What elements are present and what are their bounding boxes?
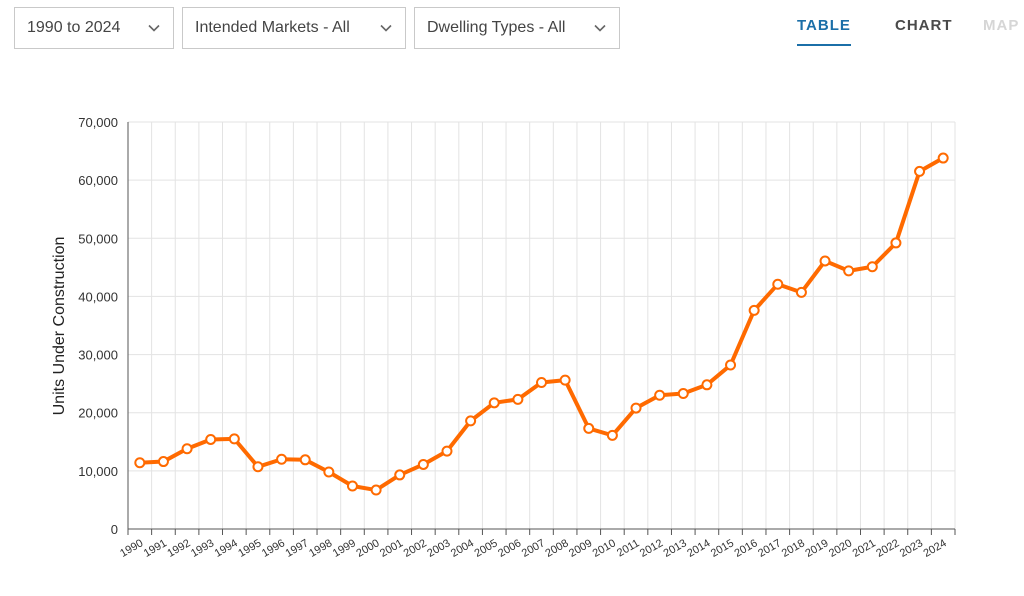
x-tick-label: 2010 — [591, 537, 618, 560]
data-point[interactable] — [370, 484, 382, 496]
x-tick-label: 2007 — [520, 537, 547, 560]
data-point[interactable] — [630, 402, 642, 414]
x-tick-label: 1996 — [260, 537, 287, 560]
chevron-down-icon — [148, 24, 160, 32]
x-tick-label: 2002 — [402, 537, 429, 560]
data-point[interactable] — [914, 165, 926, 177]
intended-markets-dropdown[interactable]: Intended Markets - All — [182, 7, 406, 49]
data-point[interactable] — [228, 433, 240, 445]
data-point[interactable] — [512, 393, 524, 405]
x-tick-label: 2024 — [921, 537, 948, 560]
chevron-down-icon — [380, 24, 392, 32]
data-point[interactable] — [795, 286, 807, 298]
y-tick-label: 50,000 — [78, 231, 118, 246]
x-tick-label: 1991 — [142, 537, 169, 560]
x-tick-label: 2023 — [898, 537, 925, 560]
data-point[interactable] — [748, 304, 760, 316]
data-point[interactable] — [205, 433, 217, 445]
x-tick-label: 2005 — [473, 537, 500, 560]
data-point[interactable] — [488, 397, 500, 409]
series-units-under-construction — [134, 152, 949, 496]
x-tick-label: 2013 — [662, 537, 689, 560]
x-tick-label: 2014 — [685, 537, 712, 560]
x-tick-label: 2001 — [378, 537, 405, 560]
x-axis-tick-labels: 1990199119921993199419951996199719981999… — [118, 537, 949, 560]
data-point[interactable] — [559, 374, 571, 386]
x-tick-label: 2018 — [780, 537, 807, 560]
x-tick-label: 2021 — [851, 537, 878, 560]
dwelling-types-dropdown[interactable]: Dwelling Types - All — [414, 7, 620, 49]
data-point[interactable] — [866, 261, 878, 273]
x-tick-label: 2009 — [567, 537, 594, 560]
line-chart: 0 10,000 20,000 30,000 40,000 50,000 60,000 70,… — [51, 115, 956, 560]
y-axis-title: Units Under Construction — [51, 237, 68, 416]
x-tick-label: 2003 — [425, 537, 452, 560]
data-point[interactable] — [181, 443, 193, 455]
x-tick-label: 1992 — [165, 537, 192, 560]
period-dropdown-label: 1990 to 2024 — [27, 19, 121, 36]
data-point[interactable] — [890, 237, 902, 249]
tab-table[interactable]: TABLE — [797, 17, 851, 46]
y-tick-label: 60,000 — [78, 173, 118, 188]
data-point[interactable] — [299, 454, 311, 466]
x-tick-label: 1990 — [118, 537, 145, 560]
y-tick-label: 30,000 — [78, 348, 118, 363]
data-point[interactable] — [323, 466, 335, 478]
data-point[interactable] — [276, 453, 288, 465]
x-tick-label: 1994 — [213, 537, 240, 560]
tab-map: MAP — [983, 17, 1020, 34]
x-tick-label: 1999 — [331, 537, 358, 560]
filter-toolbar: 1990 to 2024 Intended Markets - All Dwel… — [14, 7, 1024, 51]
x-tick-label: 2004 — [449, 537, 476, 560]
x-tick-label: 1995 — [236, 537, 263, 560]
data-point[interactable] — [701, 379, 713, 391]
y-tick-label: 70,000 — [78, 115, 118, 130]
data-point[interactable] — [654, 389, 666, 401]
x-tick-label: 2008 — [543, 537, 570, 560]
intended-markets-dropdown-label: Intended Markets - All — [195, 19, 350, 36]
data-point[interactable] — [725, 359, 737, 371]
y-tick-label: 10,000 — [78, 464, 118, 479]
data-point[interactable] — [772, 278, 784, 290]
data-point[interactable] — [417, 458, 429, 470]
x-tick-label: 2017 — [756, 537, 783, 560]
x-tick-label: 1998 — [307, 537, 334, 560]
chevron-down-icon — [594, 24, 606, 32]
x-tick-label: 2006 — [496, 537, 523, 560]
data-point[interactable] — [843, 265, 855, 277]
data-point[interactable] — [583, 422, 595, 434]
data-point[interactable] — [157, 456, 169, 468]
data-point[interactable] — [819, 255, 831, 267]
chart-axes — [127, 122, 956, 535]
y-tick-label: 40,000 — [78, 289, 118, 304]
y-axis-tick-labels: 0 10,000 20,000 30,000 40,000 50,000 60,000 70,… — [78, 115, 118, 537]
data-point[interactable] — [465, 415, 477, 427]
data-point[interactable] — [677, 388, 689, 400]
y-tick-label: 20,000 — [78, 406, 118, 421]
data-point[interactable] — [937, 152, 949, 164]
x-tick-label: 2015 — [709, 537, 736, 560]
data-point[interactable] — [441, 445, 453, 457]
x-tick-label: 2011 — [615, 537, 641, 559]
x-tick-label: 2020 — [827, 537, 854, 560]
x-tick-label: 2000 — [354, 537, 381, 560]
x-tick-label: 2019 — [803, 537, 830, 560]
data-point[interactable] — [346, 480, 358, 492]
data-point[interactable] — [606, 429, 618, 441]
tab-chart[interactable]: CHART — [895, 17, 953, 34]
x-tick-label: 2022 — [874, 537, 901, 560]
x-tick-label: 1993 — [189, 537, 216, 560]
y-tick-label: 0 — [111, 522, 118, 537]
dwelling-types-dropdown-label: Dwelling Types - All — [427, 19, 566, 36]
data-point[interactable] — [394, 469, 406, 481]
x-tick-label: 2016 — [732, 537, 759, 560]
period-dropdown[interactable]: 1990 to 2024 — [14, 7, 174, 49]
data-point[interactable] — [252, 461, 264, 473]
data-point[interactable] — [536, 376, 547, 388]
x-tick-label: 2012 — [638, 537, 665, 560]
series-line — [137, 156, 946, 493]
x-tick-label: 1997 — [284, 537, 311, 560]
data-point[interactable] — [134, 457, 146, 469]
chart-grid — [127, 121, 956, 530]
